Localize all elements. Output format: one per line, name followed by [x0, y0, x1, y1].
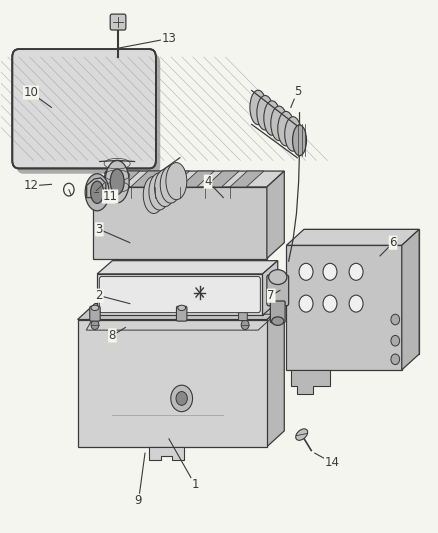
Ellipse shape: [296, 429, 307, 440]
Ellipse shape: [178, 305, 186, 311]
Ellipse shape: [285, 117, 301, 151]
Circle shape: [323, 295, 337, 312]
Circle shape: [391, 354, 399, 365]
Ellipse shape: [264, 101, 280, 135]
Text: 2: 2: [95, 289, 103, 302]
Text: 14: 14: [325, 456, 339, 469]
Circle shape: [91, 320, 99, 329]
Text: 6: 6: [389, 236, 397, 249]
Polygon shape: [262, 261, 278, 316]
Text: 9: 9: [135, 495, 142, 507]
Circle shape: [299, 263, 313, 280]
Polygon shape: [131, 171, 165, 187]
FancyBboxPatch shape: [239, 309, 247, 320]
Circle shape: [391, 335, 399, 346]
Polygon shape: [267, 304, 284, 447]
Ellipse shape: [293, 125, 307, 156]
Circle shape: [349, 263, 363, 280]
FancyBboxPatch shape: [91, 309, 99, 320]
Ellipse shape: [250, 90, 266, 125]
Ellipse shape: [143, 176, 164, 214]
FancyBboxPatch shape: [90, 306, 100, 321]
Polygon shape: [97, 274, 262, 316]
Ellipse shape: [166, 163, 187, 200]
Circle shape: [176, 392, 187, 405]
Polygon shape: [402, 229, 419, 370]
Text: 3: 3: [95, 223, 103, 236]
Text: 13: 13: [162, 32, 177, 45]
Circle shape: [323, 263, 337, 280]
FancyBboxPatch shape: [99, 277, 260, 313]
Polygon shape: [78, 304, 284, 319]
Circle shape: [299, 295, 313, 312]
Ellipse shape: [278, 111, 294, 146]
Text: 1: 1: [191, 479, 199, 491]
Text: 11: 11: [102, 190, 118, 203]
Ellipse shape: [268, 270, 287, 285]
Ellipse shape: [272, 317, 284, 325]
Polygon shape: [155, 171, 189, 187]
Ellipse shape: [271, 106, 287, 141]
Ellipse shape: [91, 181, 104, 204]
FancyBboxPatch shape: [110, 14, 126, 30]
Polygon shape: [267, 171, 284, 259]
Ellipse shape: [85, 174, 109, 211]
Ellipse shape: [105, 160, 129, 203]
Circle shape: [171, 385, 193, 411]
Polygon shape: [230, 171, 264, 187]
Polygon shape: [291, 370, 330, 394]
Ellipse shape: [160, 166, 181, 203]
Polygon shape: [149, 447, 184, 460]
FancyBboxPatch shape: [177, 306, 187, 321]
Polygon shape: [304, 229, 419, 354]
Polygon shape: [97, 261, 278, 274]
Polygon shape: [106, 171, 140, 187]
Text: 8: 8: [109, 329, 116, 342]
Polygon shape: [286, 229, 419, 245]
Polygon shape: [286, 245, 402, 370]
Ellipse shape: [110, 169, 124, 195]
Circle shape: [241, 320, 249, 329]
FancyBboxPatch shape: [270, 301, 285, 322]
Polygon shape: [205, 171, 239, 187]
Text: 7: 7: [268, 289, 275, 302]
Ellipse shape: [155, 169, 176, 207]
Text: 10: 10: [24, 86, 39, 99]
Ellipse shape: [257, 95, 273, 130]
Circle shape: [391, 314, 399, 325]
Text: 5: 5: [293, 85, 301, 98]
Polygon shape: [87, 178, 106, 198]
FancyBboxPatch shape: [12, 49, 156, 168]
Polygon shape: [93, 187, 267, 259]
Polygon shape: [93, 171, 284, 187]
Ellipse shape: [149, 173, 170, 210]
Ellipse shape: [91, 305, 99, 311]
FancyBboxPatch shape: [267, 275, 289, 306]
Circle shape: [349, 295, 363, 312]
FancyBboxPatch shape: [17, 54, 160, 174]
Polygon shape: [180, 171, 214, 187]
Text: 4: 4: [205, 175, 212, 188]
Text: 12: 12: [24, 180, 39, 192]
Polygon shape: [78, 319, 267, 447]
